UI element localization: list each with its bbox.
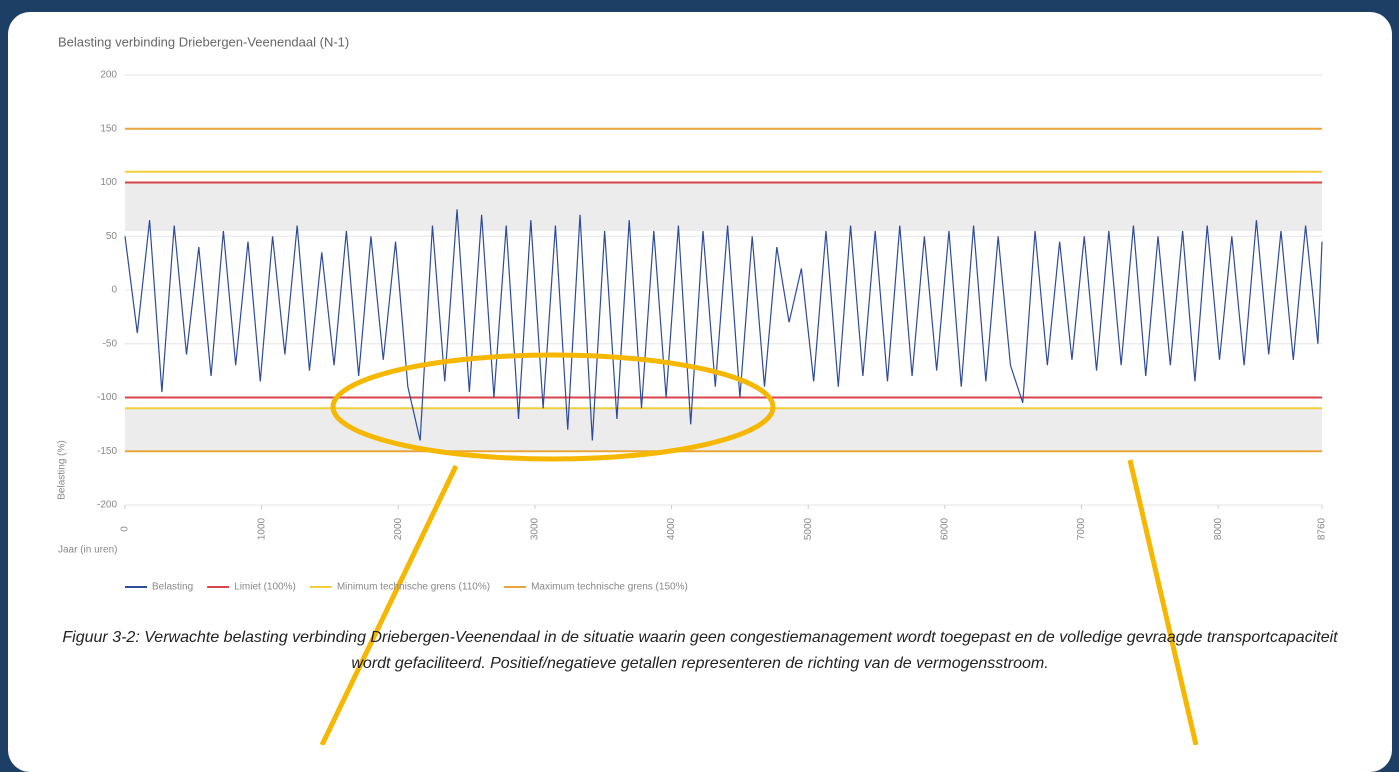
data-line bbox=[125, 209, 1322, 440]
page: Belasting verbinding Driebergen-Veenenda… bbox=[0, 0, 1399, 745]
chart-title: Belasting verbinding Driebergen-Veenenda… bbox=[58, 34, 349, 49]
y-tick-label: 50 bbox=[106, 231, 118, 242]
band bbox=[125, 408, 1322, 452]
y-tick-label: 100 bbox=[100, 177, 117, 188]
legend-label: Minimum technische grens (110%) bbox=[337, 582, 490, 593]
x-tick-label: 6000 bbox=[940, 517, 951, 540]
y-tick-label: 0 bbox=[111, 285, 117, 296]
x-tick-label: 0 bbox=[120, 526, 131, 532]
y-tick-label: -100 bbox=[97, 392, 117, 403]
band bbox=[125, 183, 1322, 231]
x-tick-label: 3000 bbox=[530, 517, 541, 540]
y-tick-label: -200 bbox=[97, 500, 117, 511]
legend-label: Belasting bbox=[152, 582, 193, 593]
caption: Figuur 3-2: Verwachte belasting verbindi… bbox=[50, 625, 1350, 677]
y-tick-label: 200 bbox=[100, 70, 117, 81]
x-tick-label: 4000 bbox=[666, 517, 677, 540]
x-axis-label: Jaar (in uren) bbox=[58, 545, 117, 556]
x-tick-label: 1000 bbox=[256, 517, 267, 540]
legend-label: Limiet (100%) bbox=[234, 582, 296, 593]
arrow bbox=[1130, 460, 1196, 745]
arrow bbox=[322, 466, 456, 745]
x-tick-label: 5000 bbox=[803, 517, 814, 540]
y-tick-label: 150 bbox=[100, 123, 117, 134]
y-axis-label: Belasting (%) bbox=[57, 440, 68, 499]
x-tick-label: 2000 bbox=[393, 517, 404, 540]
legend-label: Maximum technische grens (150%) bbox=[531, 582, 688, 593]
x-tick-label: 8000 bbox=[1213, 517, 1224, 540]
x-tick-label: 8760 bbox=[1317, 517, 1328, 540]
plot: 200 150 100 50 0 -50 -100 -150 -200 0 1000 2000 3000… bbox=[97, 70, 1328, 540]
y-tick-label: -50 bbox=[103, 338, 118, 349]
y-tick-label: -150 bbox=[97, 446, 117, 457]
x-tick-label: 7000 bbox=[1076, 517, 1087, 540]
